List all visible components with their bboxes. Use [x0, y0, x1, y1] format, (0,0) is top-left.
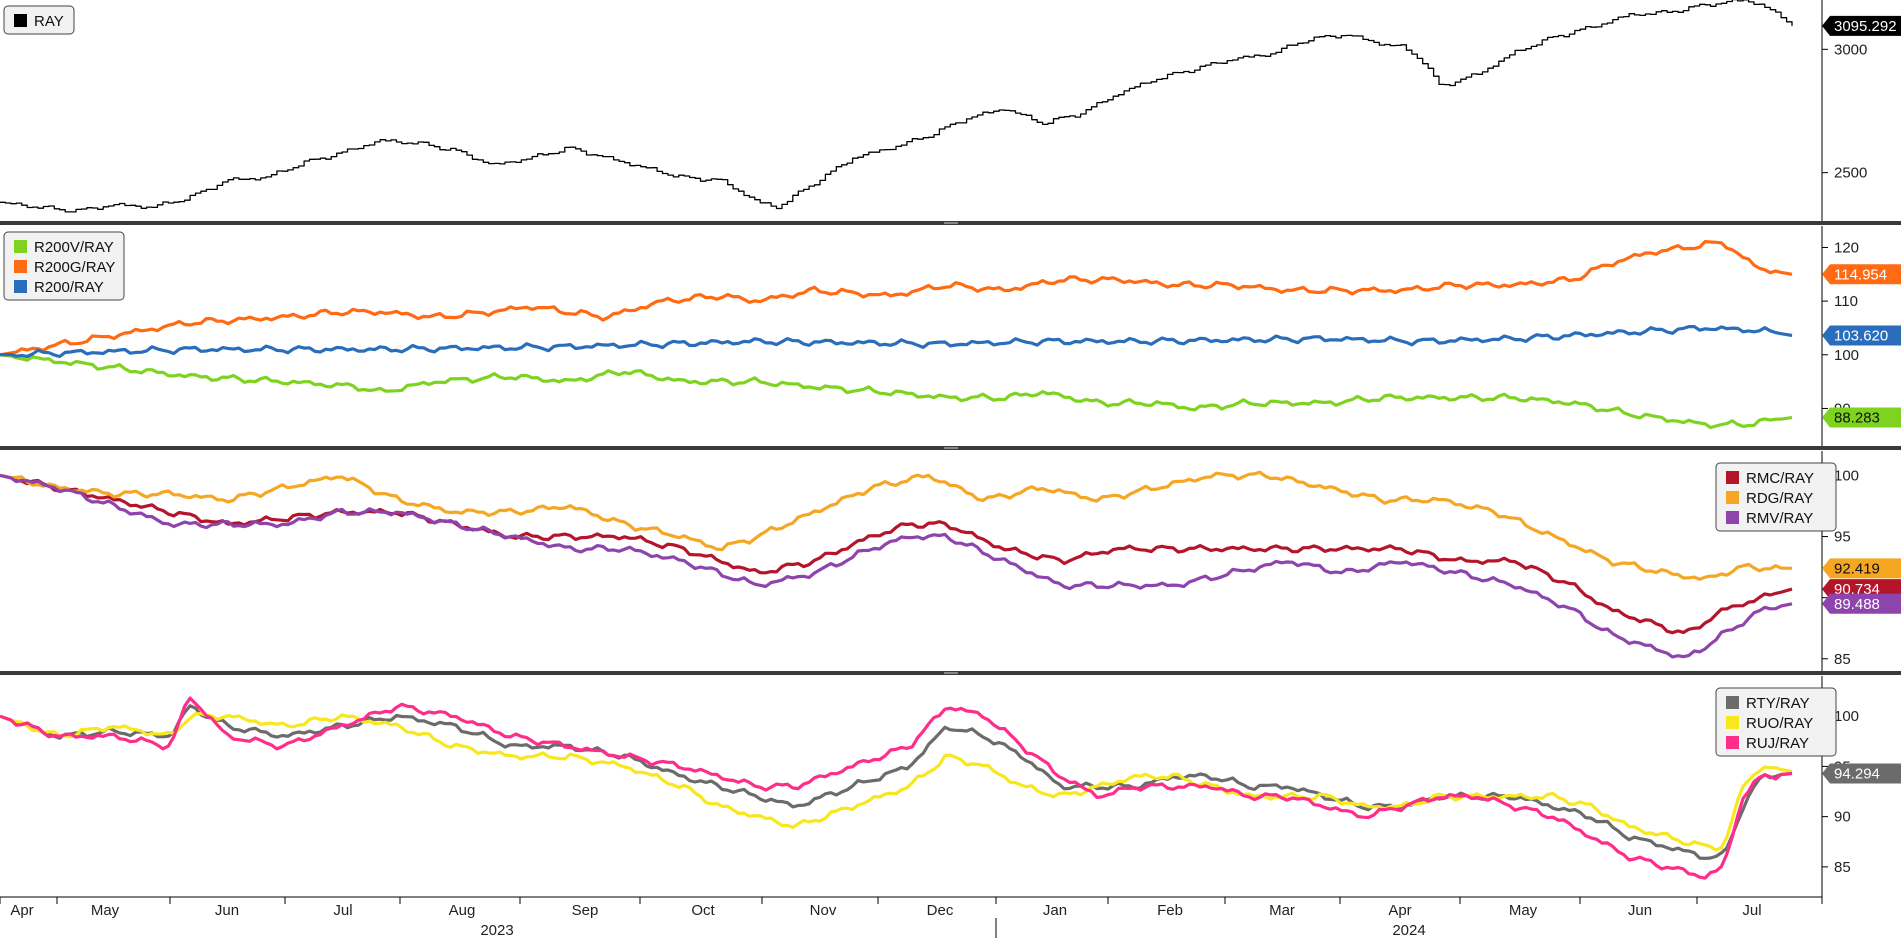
- last-value-tag: 89.488: [1822, 593, 1901, 614]
- legend-swatch: [1726, 696, 1739, 709]
- last-value-tag-bg: [1822, 407, 1901, 428]
- y-tick-label: 120: [1834, 239, 1859, 256]
- series-line-rty-ray: [0, 704, 1793, 860]
- legend-label: RMV/RAY: [1746, 510, 1813, 527]
- legend-label: RUJ/RAY: [1746, 735, 1809, 752]
- series-line-rmv-ray: [0, 473, 1793, 659]
- legend-label: RAY: [34, 13, 64, 30]
- x-month-label: May: [1509, 902, 1538, 919]
- legend-swatch: [1726, 471, 1739, 484]
- legend-label: RTY/RAY: [1746, 695, 1810, 712]
- legend-swatch: [14, 240, 27, 253]
- last-value-tag: 114.954: [1822, 264, 1901, 285]
- x-month-label: Apr: [10, 902, 33, 919]
- divider-handle[interactable]: [944, 447, 958, 449]
- last-value-text: 3095.292: [1834, 18, 1897, 35]
- last-value-tag-bg: [1822, 558, 1901, 579]
- x-month-label: Jul: [1742, 902, 1761, 919]
- last-value-text: 103.620: [1834, 327, 1888, 344]
- last-value-tag: 94.294: [1822, 763, 1901, 784]
- last-value-tag-bg: [1822, 15, 1901, 36]
- x-month-label: Apr: [1388, 902, 1411, 919]
- last-value-tag: 88.283: [1822, 407, 1901, 428]
- y-tick-label: 100: [1834, 347, 1859, 364]
- last-value-text: 88.283: [1834, 410, 1880, 427]
- y-tick-label: 85: [1834, 651, 1851, 668]
- x-month-label: May: [91, 902, 120, 919]
- y-tick-label: 110: [1834, 293, 1858, 310]
- y-tick-label: 90: [1834, 809, 1851, 826]
- legend-label: R200V/RAY: [34, 239, 114, 256]
- legend-label: RUO/RAY: [1746, 715, 1813, 732]
- x-month-label: Sep: [572, 902, 599, 919]
- legend-label: R200G/RAY: [34, 259, 115, 276]
- legend: RMC/RAY RDG/RAY RMV/RAY: [1715, 462, 1837, 532]
- x-month-label: Jul: [333, 902, 352, 919]
- x-month-label: Jun: [1628, 902, 1652, 919]
- divider-handle[interactable]: [944, 222, 958, 224]
- series-line-r200v-ray: [0, 353, 1793, 430]
- legend: R200V/RAY R200G/RAY R200/RAY: [3, 231, 125, 301]
- last-value-tag-bg: [1822, 593, 1901, 614]
- legend-label: RDG/RAY: [1746, 490, 1813, 507]
- legend-label: RMC/RAY: [1746, 470, 1814, 487]
- x-year-label: 2024: [1392, 922, 1425, 938]
- x-month-label: Jun: [215, 902, 239, 919]
- last-value-tag-bg: [1822, 763, 1901, 784]
- x-month-label: Aug: [449, 902, 476, 919]
- legend-box: [1715, 687, 1837, 757]
- x-month-label: Oct: [691, 902, 715, 919]
- y-tick-label: 85: [1834, 859, 1851, 876]
- y-tick-label: 3000: [1834, 41, 1867, 58]
- legend: RAY: [3, 5, 75, 35]
- divider-handle[interactable]: [944, 672, 958, 674]
- last-value-tag-bg: [1822, 264, 1901, 285]
- last-value-tag: 103.620: [1822, 325, 1901, 346]
- panels-layer: 2500 3000 3095.292 RAY 90 100 110 120 88.283 114.…: [0, 0, 1901, 897]
- legend-box: [1715, 462, 1837, 532]
- y-tick-label: 100: [1834, 708, 1859, 725]
- series-line-rmc-ray: [0, 473, 1793, 635]
- legend-box: [3, 231, 125, 301]
- last-value-text: 89.488: [1834, 596, 1880, 613]
- x-axis: Apr May Jun Jul Aug Sep Oct Nov Dec Jan Feb Mar Apr M…: [0, 896, 1823, 938]
- x-year-label: 2023: [480, 922, 513, 938]
- legend-swatch: [1726, 511, 1739, 524]
- panel-p1: 2500 3000 3095.292 RAY: [0, 0, 1901, 222]
- y-tick-label: 2500: [1834, 165, 1867, 182]
- legend-swatch: [1726, 716, 1739, 729]
- legend-swatch: [1726, 736, 1739, 749]
- y-tick-label: 95: [1834, 529, 1851, 546]
- legend-swatch: [14, 280, 27, 293]
- last-value-tag: 3095.292: [1822, 15, 1901, 36]
- x-month-label: Dec: [927, 902, 954, 919]
- x-month-label: Jan: [1043, 902, 1067, 919]
- series-line-r200-ray: [0, 325, 1793, 359]
- x-month-label: Nov: [810, 902, 837, 919]
- series-line-rdg-ray: [0, 470, 1793, 581]
- panel-p3: 85909510090.73492.41989.488RMC/RAYRDG/RA…: [0, 451, 1901, 671]
- legend-label: R200/RAY: [34, 279, 104, 296]
- last-value-tag: 92.419: [1822, 558, 1901, 579]
- series-line-ray: [0, 0, 1793, 213]
- x-month-label: Feb: [1157, 902, 1183, 919]
- series-line-r200g-ray: [0, 240, 1793, 357]
- last-value-text: 94.294: [1834, 765, 1880, 782]
- last-value-text: 92.419: [1834, 560, 1880, 577]
- panel-p2: 9010011012088.283114.954103.620R200V/RAY…: [0, 226, 1901, 446]
- legend: RTY/RAY RUO/RAY RUJ/RAY: [1715, 687, 1837, 757]
- y-tick-label: 100: [1834, 467, 1859, 484]
- legend-swatch: [14, 260, 27, 273]
- last-value-tag-bg: [1822, 325, 1901, 346]
- x-month-label: Mar: [1269, 902, 1295, 919]
- last-value-text: 114.954: [1834, 266, 1887, 283]
- legend-swatch: [14, 14, 27, 27]
- series-line-ruj-ray: [0, 696, 1793, 880]
- legend-swatch: [1726, 491, 1739, 504]
